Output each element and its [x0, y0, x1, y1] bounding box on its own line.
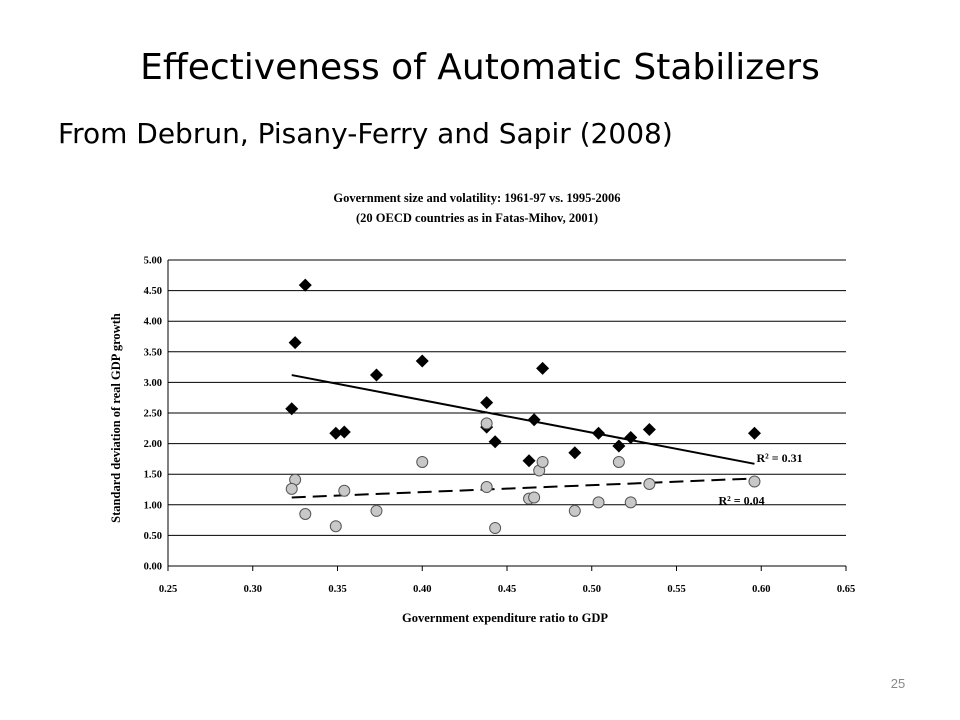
- diamond-point: [288, 336, 302, 350]
- trendline-2: [291, 477, 755, 499]
- circle-point: [592, 496, 605, 509]
- diamond-point: [568, 446, 582, 460]
- diamond-point: [527, 413, 541, 427]
- diamond-point: [415, 354, 429, 368]
- y-tick-label: 1.50: [144, 470, 162, 481]
- y-tick-label: 4.50: [144, 286, 162, 297]
- diamond-point: [369, 368, 383, 382]
- diamond-point: [747, 426, 761, 440]
- circle-point: [329, 520, 342, 533]
- x-axis-label: Government expenditure ratio to GDP: [402, 611, 608, 625]
- diamond-point: [624, 430, 638, 444]
- chart-title-line-1: Government size and volatility: 1961-97 …: [333, 191, 620, 205]
- axis-layer: 0.00 0.50 1.00 1.50 2.00 2.50 3.00 3.50 4.00 4.50…: [144, 256, 856, 596]
- y-tick-label: 2.00: [144, 439, 162, 450]
- circle-point: [643, 477, 656, 490]
- circle-point: [536, 455, 549, 468]
- circle-point: [416, 455, 429, 468]
- circle-point: [370, 504, 383, 517]
- circle-point: [528, 491, 541, 504]
- diamond-point: [612, 439, 626, 453]
- y-tick-label: 3.50: [144, 347, 162, 358]
- x-tick-label: 0.25: [159, 584, 177, 595]
- diamond-point: [488, 435, 502, 449]
- x-tick-label: 0.50: [583, 584, 601, 595]
- trendline-1: [291, 374, 755, 465]
- x-tick-label: 0.65: [837, 584, 855, 595]
- diamond-point: [285, 402, 299, 416]
- diamond-point: [642, 423, 656, 437]
- chart-title-line-2: (20 OECD countries as in Fatas-Mihov, 20…: [356, 211, 598, 225]
- trendline-layer: R² = 0.31 R² = 0.04: [291, 374, 803, 507]
- circle-point: [748, 475, 761, 488]
- circle-point: [285, 482, 298, 495]
- y-tick-label: 0.00: [144, 562, 162, 573]
- x-tick-label: 0.40: [413, 584, 431, 595]
- y-tick-label: 3.00: [144, 378, 162, 389]
- diamond-point: [522, 454, 536, 468]
- x-tick-label: 0.60: [752, 584, 770, 595]
- circle-point: [338, 484, 351, 497]
- diamond-point: [298, 278, 312, 292]
- y-tick-label: 1.00: [144, 500, 162, 511]
- diamond-point: [337, 425, 351, 439]
- circle-point: [299, 507, 312, 520]
- y-tick-label: 4.00: [144, 317, 162, 328]
- diamond-point: [592, 426, 606, 440]
- page-number: 25: [890, 676, 906, 691]
- diamond-point: [536, 361, 550, 375]
- x-tick-label: 0.35: [328, 584, 346, 595]
- chart-title-group: Government size and volatility: 1961-97 …: [333, 191, 620, 225]
- x-tick-label: 0.45: [498, 584, 516, 595]
- circle-point: [624, 496, 637, 509]
- circle-point: [480, 417, 493, 430]
- x-tick-label: 0.55: [667, 584, 685, 595]
- y-tick-label: 2.50: [144, 409, 162, 420]
- x-tick-label: 0.30: [244, 584, 262, 595]
- slide-subtitle: From Debrun, Pisany-Ferry and Sapir (200…: [58, 117, 673, 150]
- y-tick-label: 5.00: [144, 256, 162, 267]
- r-squared-label-1: R² = 0.31: [756, 451, 802, 465]
- diamond-point: [329, 426, 343, 440]
- slide-title: Effectiveness of Automatic Stabilizers: [140, 47, 820, 88]
- y-axis-label: Standard deviation of real GDP growth: [109, 313, 123, 523]
- point-layer: [285, 278, 761, 535]
- circle-point: [480, 481, 493, 494]
- circle-point: [612, 455, 625, 468]
- circle-point: [489, 522, 502, 535]
- y-tick-label: 0.50: [144, 531, 162, 542]
- r-squared-label-2: R² = 0.04: [718, 493, 764, 507]
- grid-layer: [168, 259, 846, 567]
- circle-point: [568, 504, 581, 517]
- diamond-point: [480, 396, 494, 410]
